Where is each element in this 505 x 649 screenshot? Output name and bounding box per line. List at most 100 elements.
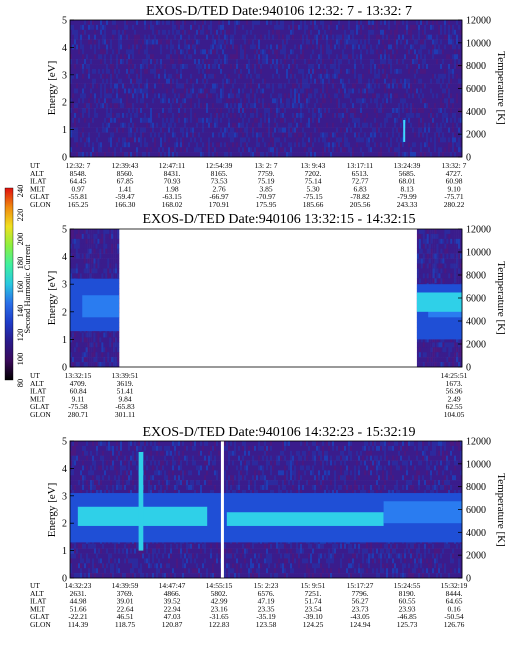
spectrogram-cell	[422, 117, 425, 124]
spectrogram-cell	[260, 29, 263, 35]
spectrogram-cell	[140, 147, 143, 153]
spectrogram-cell	[180, 132, 183, 138]
spectrogram-cell	[70, 142, 73, 148]
spectrogram-cell	[80, 34, 83, 40]
spectrogram-cell	[130, 59, 133, 65]
spectrogram-cell	[392, 59, 395, 65]
spectrogram-cell	[412, 83, 415, 89]
spectrogram-cell	[408, 147, 411, 153]
spectrogram-cell	[242, 122, 245, 128]
spectrogram-cell	[142, 68, 145, 75]
spectrogram-cell	[208, 78, 211, 84]
spectrogram-cell	[72, 64, 75, 70]
spectrogram-cell	[152, 112, 155, 119]
spectrogram-cell	[104, 68, 107, 75]
spectrogram-cell	[376, 29, 379, 35]
spectrogram-cell	[346, 73, 349, 80]
spectrogram-cell	[410, 98, 413, 104]
spectrogram-cell	[380, 93, 383, 99]
spectrogram-cell	[170, 88, 173, 94]
spectrogram-cell	[334, 24, 337, 31]
spectrogram-cell	[232, 73, 235, 80]
spectrogram-cell	[178, 49, 181, 55]
spectrogram-cell	[408, 20, 411, 26]
spectrogram-cell	[234, 127, 237, 133]
spectrogram-cell	[280, 68, 283, 75]
spectrogram-cell	[120, 24, 123, 31]
spectrogram-cell	[384, 98, 387, 104]
spectrogram-cell	[164, 137, 167, 143]
spectrogram-cell	[410, 142, 413, 148]
spectrogram-cell	[260, 73, 263, 80]
spectrogram-cell	[400, 137, 403, 143]
spectrogram-cell	[248, 59, 251, 65]
spectrogram-cell	[346, 137, 349, 143]
spectrogram-cell	[338, 112, 341, 119]
spectrogram-cell	[194, 142, 197, 148]
spectrogram-cell	[374, 24, 377, 31]
spectrogram-cell	[290, 39, 293, 45]
spectrogram-cell	[164, 83, 167, 89]
spectrogram-cell	[422, 39, 425, 45]
spectrogram-cell	[220, 24, 223, 31]
spectrogram-cell	[132, 142, 135, 148]
spectrogram-cell	[120, 152, 123, 158]
spectrogram-cell	[356, 20, 359, 26]
spectrogram-cell	[100, 88, 103, 94]
spectrogram-cell	[166, 44, 169, 50]
spectrogram-cell	[204, 88, 207, 94]
spectrogram-cell	[264, 78, 267, 84]
spectrogram-cell	[208, 34, 211, 40]
spectrogram-cell	[122, 44, 125, 50]
spectrogram-cell	[228, 54, 231, 60]
spectrogram-cell	[398, 68, 401, 75]
spectrogram-cell	[104, 59, 107, 65]
spectrogram-cell	[286, 93, 289, 99]
spectrogram-cell	[124, 20, 127, 26]
spectrogram-cell	[120, 83, 123, 89]
spectrogram-cell	[414, 34, 417, 40]
spectrogram-cell	[418, 152, 421, 158]
spectrogram-cell	[420, 122, 423, 128]
spectrogram-cell	[74, 20, 77, 26]
spectrogram-cell	[250, 44, 253, 50]
spectrogram-cell	[386, 132, 389, 138]
spectrogram-cell	[152, 54, 155, 60]
spectrogram-cell	[236, 117, 239, 124]
spectrogram-cell	[74, 73, 77, 80]
spectrogram-cell	[76, 29, 79, 35]
spectrogram-cell	[218, 49, 221, 55]
spectrogram-cell	[172, 103, 175, 109]
spectrogram-cell	[326, 29, 329, 35]
spectrogram-cell	[90, 73, 93, 80]
spectrogram-cell	[282, 103, 285, 109]
spectrogram-cell	[290, 49, 293, 55]
spectrogram-cell	[218, 108, 221, 114]
spectrogram-cell	[142, 24, 145, 31]
spectrogram-cell	[200, 152, 203, 158]
spectrogram-cell	[82, 29, 85, 35]
spectrogram-cell	[232, 68, 235, 75]
spectrogram-cell	[114, 44, 117, 50]
spectrogram-cell	[88, 93, 91, 99]
spectrogram-cell	[236, 68, 239, 75]
spectrogram-cell	[264, 44, 267, 50]
spectrogram-cell	[100, 122, 103, 128]
spectrogram-cell	[128, 127, 131, 133]
spectrogram-cell	[84, 24, 87, 31]
spectrogram-cell	[112, 132, 115, 138]
spectrogram-cell	[262, 152, 265, 158]
spectrogram-cell	[300, 103, 303, 109]
spectrogram-cell	[112, 49, 115, 55]
spectrogram-cell	[170, 24, 173, 31]
spectrogram-cell	[310, 73, 313, 80]
spectrogram-cell	[298, 49, 301, 55]
spectrogram-cell	[354, 34, 357, 40]
spectrogram-cell	[244, 88, 247, 94]
spectrogram-cell	[368, 112, 371, 119]
spectrogram-cell	[244, 59, 247, 65]
spectrogram-cell	[232, 44, 235, 50]
spectrogram-cell	[294, 122, 297, 128]
spectrogram-cell	[410, 78, 413, 84]
spectrogram-cell	[314, 112, 317, 119]
